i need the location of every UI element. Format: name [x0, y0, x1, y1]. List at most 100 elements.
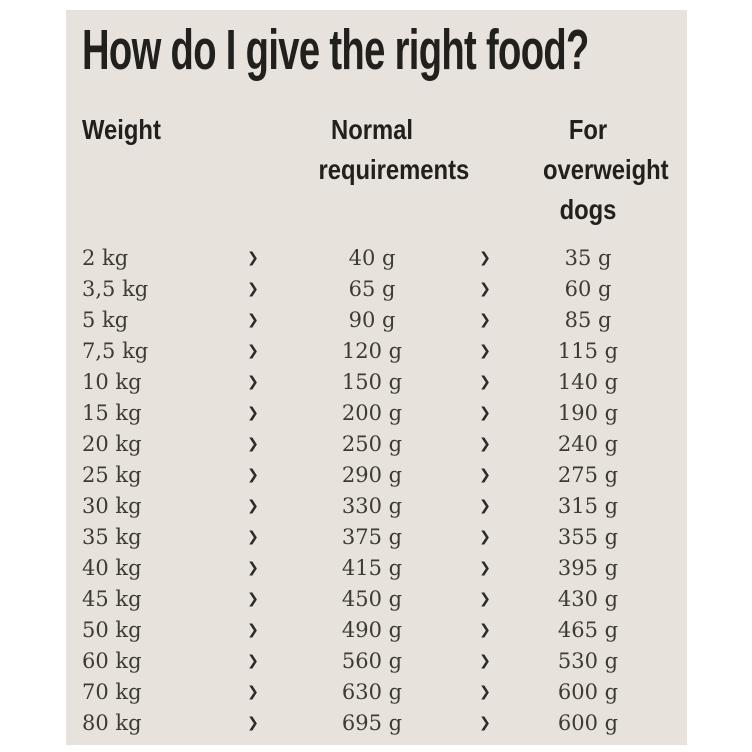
weight-cell: 45 kg	[82, 586, 142, 611]
weight-cell: 10 kg	[82, 369, 142, 394]
normal-requirement-cell: 450 g	[341, 586, 403, 611]
weight-cell: 25 kg	[82, 462, 142, 487]
table-row: 2 kg ❯ 40 g ❯ 35 g	[82, 242, 641, 273]
weight-cell: 60 kg	[82, 648, 142, 673]
table-row: 20 kg ❯ 250 g ❯ 240 g	[82, 428, 641, 459]
chevron-right-icon: ❯	[479, 559, 491, 576]
overweight-requirement-cell: 315 g	[557, 493, 619, 518]
chevron-right-icon: ❯	[479, 342, 491, 359]
normal-requirement-cell: 375 g	[341, 524, 403, 549]
normal-requirement-cell: 630 g	[341, 679, 403, 704]
table-row: 30 kg ❯ 330 g ❯ 315 g	[82, 490, 641, 521]
chevron-right-icon: ❯	[247, 404, 259, 421]
normal-requirement-cell: 415 g	[341, 555, 403, 580]
normal-requirement-cell: 695 g	[341, 710, 403, 735]
normal-requirement-cell: 120 g	[341, 338, 403, 363]
column-header-normal-cell: Normal requirements	[309, 110, 470, 230]
chevron-right-icon: ❯	[247, 652, 259, 669]
chevron-right-icon: ❯	[479, 435, 491, 452]
chevron-right-icon: ❯	[247, 466, 259, 483]
weight-cell: 3,5 kg	[82, 276, 149, 301]
normal-requirement-cell: 330 g	[341, 493, 403, 518]
weight-cell: 15 kg	[82, 400, 142, 425]
chevron-right-icon: ❯	[479, 249, 491, 266]
chevron-right-icon: ❯	[247, 311, 259, 328]
weight-cell: 20 kg	[82, 431, 142, 456]
normal-requirement-cell: 40 g	[348, 245, 396, 270]
table-row: 35 kg ❯ 375 g ❯ 355 g	[82, 521, 641, 552]
chevron-right-icon: ❯	[479, 528, 491, 545]
chevron-right-icon: ❯	[247, 590, 259, 607]
normal-requirement-cell: 200 g	[341, 400, 403, 425]
chevron-right-icon: ❯	[479, 590, 491, 607]
overweight-requirement-cell: 600 g	[557, 679, 619, 704]
table-row: 80 kg ❯ 695 g ❯ 600 g	[82, 707, 641, 738]
overweight-requirement-cell: 190 g	[557, 400, 619, 425]
weight-cell: 30 kg	[82, 493, 142, 518]
normal-requirement-cell: 560 g	[341, 648, 403, 673]
weight-cell: 50 kg	[82, 617, 142, 642]
chevron-right-icon: ❯	[247, 373, 259, 390]
chevron-right-icon: ❯	[479, 404, 491, 421]
table-row: 10 kg ❯ 150 g ❯ 140 g	[82, 366, 641, 397]
food-guide-sheet: How do I give the right food? Weight Nor…	[66, 10, 687, 745]
table-row: 3,5 kg ❯ 65 g ❯ 60 g	[82, 273, 641, 304]
chevron-right-icon: ❯	[479, 621, 491, 638]
column-header-overweight-cell: For overweight dogs	[535, 110, 669, 230]
column-header-weight-cell: Weight	[82, 110, 197, 230]
table-header-row: Weight Normal requirements For overweigh…	[82, 110, 669, 230]
weight-cell: 7,5 kg	[82, 338, 149, 363]
column-header-overweight: For overweight dogs	[542, 114, 669, 225]
chevron-right-icon: ❯	[247, 435, 259, 452]
chevron-right-icon: ❯	[479, 497, 491, 514]
table-row: 25 kg ❯ 290 g ❯ 275 g	[82, 459, 641, 490]
chevron-right-icon: ❯	[479, 311, 491, 328]
overweight-requirement-cell: 35 g	[564, 245, 612, 270]
chevron-right-icon: ❯	[479, 466, 491, 483]
chevron-right-icon: ❯	[479, 683, 491, 700]
overweight-requirement-cell: 140 g	[557, 369, 619, 394]
table-row: 70 kg ❯ 630 g ❯ 600 g	[82, 676, 641, 707]
overweight-requirement-cell: 275 g	[557, 462, 619, 487]
normal-requirement-cell: 150 g	[341, 369, 403, 394]
table-row: 15 kg ❯ 200 g ❯ 190 g	[82, 397, 641, 428]
chevron-right-icon: ❯	[479, 280, 491, 297]
chevron-right-icon: ❯	[247, 497, 259, 514]
chevron-right-icon: ❯	[247, 621, 259, 638]
overweight-requirement-cell: 115 g	[557, 338, 619, 363]
table-row: 40 kg ❯ 415 g ❯ 395 g	[82, 552, 641, 583]
table-row: 50 kg ❯ 490 g ❯ 465 g	[82, 614, 641, 645]
overweight-requirement-cell: 240 g	[557, 431, 619, 456]
table-row: 7,5 kg ❯ 120 g ❯ 115 g	[82, 335, 641, 366]
page-title: How do I give the right food?	[82, 18, 589, 82]
weight-cell: 35 kg	[82, 524, 142, 549]
normal-requirement-cell: 290 g	[341, 462, 403, 487]
normal-requirement-cell: 250 g	[341, 431, 403, 456]
overweight-requirement-cell: 395 g	[557, 555, 619, 580]
weight-cell: 2 kg	[82, 245, 129, 270]
column-header-normal: Normal requirements	[318, 114, 470, 185]
chevron-right-icon: ❯	[247, 528, 259, 545]
normal-requirement-cell: 90 g	[348, 307, 396, 332]
chevron-right-icon: ❯	[479, 373, 491, 390]
table-row: 45 kg ❯ 450 g ❯ 430 g	[82, 583, 641, 614]
weight-cell: 5 kg	[82, 307, 129, 332]
overweight-requirement-cell: 85 g	[564, 307, 612, 332]
normal-requirement-cell: 490 g	[341, 617, 403, 642]
chevron-right-icon: ❯	[479, 652, 491, 669]
overweight-requirement-cell: 355 g	[557, 524, 619, 549]
overweight-requirement-cell: 430 g	[557, 586, 619, 611]
overweight-requirement-cell: 60 g	[564, 276, 612, 301]
overweight-requirement-cell: 600 g	[557, 710, 619, 735]
overweight-requirement-cell: 530 g	[557, 648, 619, 673]
header-spacer-1	[197, 110, 309, 230]
chevron-right-icon: ❯	[247, 559, 259, 576]
feeding-table: 2 kg ❯ 40 g ❯ 35 g 3,5 kg ❯ 65 g ❯ 60 g …	[82, 242, 641, 738]
chevron-right-icon: ❯	[247, 280, 259, 297]
column-header-weight: Weight	[82, 114, 161, 145]
chevron-right-icon: ❯	[247, 342, 259, 359]
weight-cell: 40 kg	[82, 555, 142, 580]
normal-requirement-cell: 65 g	[348, 276, 396, 301]
table-row: 5 kg ❯ 90 g ❯ 85 g	[82, 304, 641, 335]
weight-cell: 70 kg	[82, 679, 142, 704]
